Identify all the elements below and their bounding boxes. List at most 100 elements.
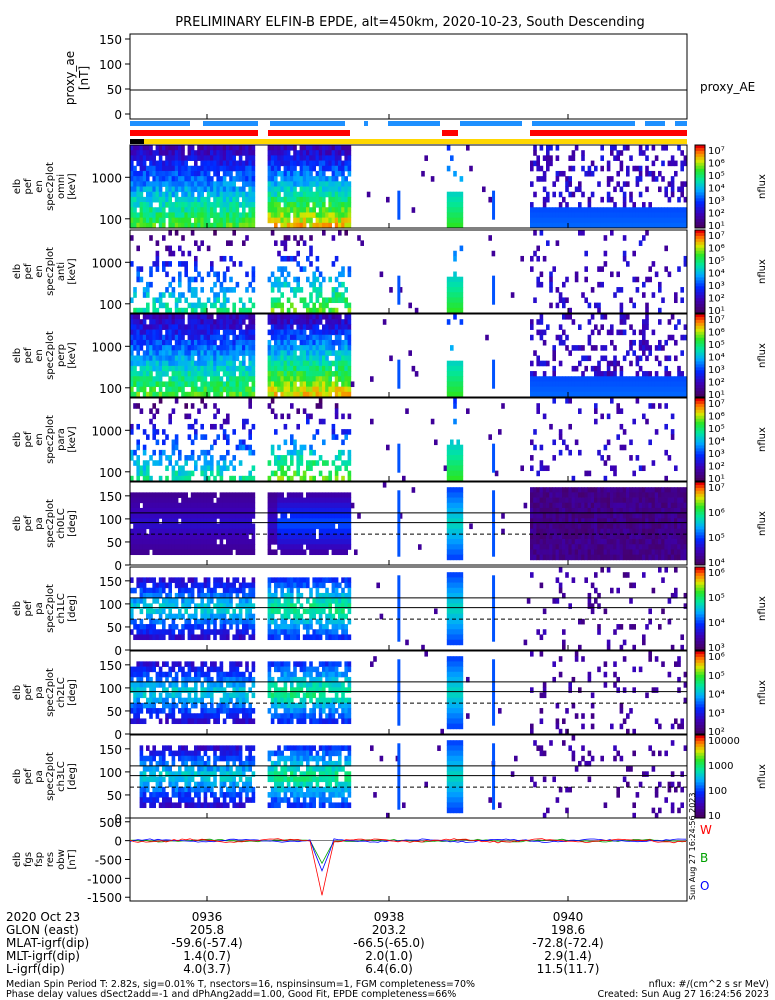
footer: Median Spin Period T: 2.82s, sig=0.01% T…: [6, 979, 769, 1000]
colorbar-cell: [695, 451, 705, 455]
colorbar-cell: [695, 373, 705, 377]
colorbar-cell: [695, 662, 705, 667]
ytick-label: 150: [99, 575, 122, 589]
colorbar-cell: [695, 651, 705, 655]
colorbar-frame: [694, 650, 706, 735]
colorbar-cell: [695, 482, 705, 486]
colorbar-cell: [695, 334, 705, 339]
colorbar-cell: [695, 244, 705, 249]
ylabel-line: spec2plot: [45, 331, 56, 380]
colorbar-cell: [695, 638, 705, 642]
orbit-row-2-label: MLAT-igrf(dip): [6, 936, 89, 950]
fgs-ytick-label: -500: [95, 854, 122, 868]
colorbar-label: nflux: [757, 427, 768, 452]
colorbar-tick-label: 10³: [708, 708, 725, 719]
colorbar-cell: [695, 328, 705, 333]
colorbar-cell: [695, 271, 705, 275]
colorbar-cell: [695, 283, 705, 287]
colorbar-cell: [695, 532, 705, 536]
colorbar-cell: [695, 740, 705, 745]
fgs-trace-w: [129, 838, 686, 896]
spec-panel-cells: [139, 735, 687, 818]
colorbar-frame: [694, 397, 706, 482]
orbit-row-0-label: 2020 Oct 23: [6, 910, 80, 924]
colorbar-cell: [695, 235, 705, 240]
colorbar-label: nflux: [757, 511, 768, 536]
colorbar-frame: [694, 481, 706, 566]
colorbar-cell: [695, 472, 705, 476]
fgs-ylabel-line: fgs: [23, 852, 34, 867]
footer-line1: Median Spin Period T: 2.82s, sig=0.01% T…: [6, 979, 475, 990]
colorbar-cell: [695, 695, 705, 699]
colorbar-cell: [695, 704, 705, 708]
ylabel-line: pef: [23, 768, 34, 785]
ylabel-line: pef: [23, 431, 34, 448]
colorbar-cell: [695, 815, 705, 819]
colorbar-cell: [695, 653, 705, 658]
proxy-ae-ytick-label: 100: [99, 58, 122, 72]
colorbar-cell: [695, 680, 705, 685]
colorbar-cell: [695, 427, 705, 432]
colorbar-cell: [695, 569, 705, 574]
colorbar-tick-label: 10⁶: [708, 244, 725, 255]
colorbar-tick-label: 10³: [708, 643, 725, 654]
ylabel-line: pa: [34, 602, 45, 614]
ylabel-line: pef: [23, 263, 34, 280]
colorbar-cell: [695, 268, 705, 272]
colorbar-tick-label: 10⁵: [708, 340, 725, 351]
colorbar-cell: [695, 614, 705, 618]
colorbar-tick-label: 10⁴: [708, 184, 725, 195]
colorbar-cell: [695, 340, 705, 345]
colorbar-cell: [695, 590, 705, 595]
ylabel-line: en: [34, 349, 45, 362]
ylabel-line: [deg]: [67, 595, 78, 622]
fgs-ytick-label: -1500: [87, 891, 122, 905]
colorbar-cell: [695, 520, 705, 524]
colorbar-tick-label: 10³: [708, 365, 725, 376]
streak: [492, 443, 496, 473]
orbit-row-4-v0: 4.0(3.7): [183, 962, 231, 976]
ytick-label: 0: [114, 644, 122, 658]
colorbar-cell: [695, 746, 705, 751]
colorbar-tick-label: 10⁴: [708, 437, 725, 448]
colorbar-cell: [695, 238, 705, 243]
fgs-ylabel-line: [nT]: [67, 849, 78, 869]
colorbar-cell: [695, 289, 705, 293]
colorbar-cell: [695, 538, 705, 542]
colorbar-cell: [695, 641, 705, 645]
status-bars: [130, 121, 687, 144]
fgs-trace-o: [129, 838, 687, 872]
ylabel-line: [deg]: [67, 510, 78, 537]
colorbar-cell: [695, 418, 705, 423]
ylabel-line: anti: [56, 262, 67, 281]
colorbar-cell: [695, 403, 705, 408]
colorbar-cell: [695, 186, 705, 190]
colorbar-cell: [695, 608, 705, 612]
colorbar-cell: [695, 665, 705, 670]
footer-created: Created: Sun Aug 27 16:24:56 2023: [598, 989, 769, 1000]
ylabel-line: omni: [56, 174, 67, 199]
ylabel-line: spec2plot: [45, 247, 56, 296]
colorbar-tick-label: 10⁴: [708, 690, 725, 701]
colorbar-cell: [695, 529, 705, 533]
colorbar-cell: [695, 301, 705, 305]
colorbar-cell: [695, 409, 705, 414]
colorbar-cell: [695, 256, 705, 261]
colorbar-cell: [695, 346, 705, 351]
spec-panel-4: 150 100 50 0 elb pef pa spec2plot ch0LC [deg] 10⁷ 1…: [12, 481, 768, 573]
streak: [492, 743, 496, 810]
colorbar-cell: [695, 150, 705, 155]
proxy-ae-ylabel-units: [nT]: [77, 66, 91, 90]
footer-line2: Phase delay values dSect2add=-1 and dPhA…: [6, 989, 456, 1000]
orbit-row-1-label: GLON (east): [6, 923, 79, 937]
ylabel-line: elb: [12, 601, 23, 616]
ylabel-line: [deg]: [67, 763, 78, 790]
ylabel-line: pef: [23, 178, 34, 195]
status-bar-blue: [364, 121, 368, 126]
colorbar-cell: [695, 337, 705, 342]
colorbar-cell: [695, 578, 705, 583]
colorbar-cell: [695, 788, 705, 792]
colorbar-cell: [695, 484, 705, 489]
